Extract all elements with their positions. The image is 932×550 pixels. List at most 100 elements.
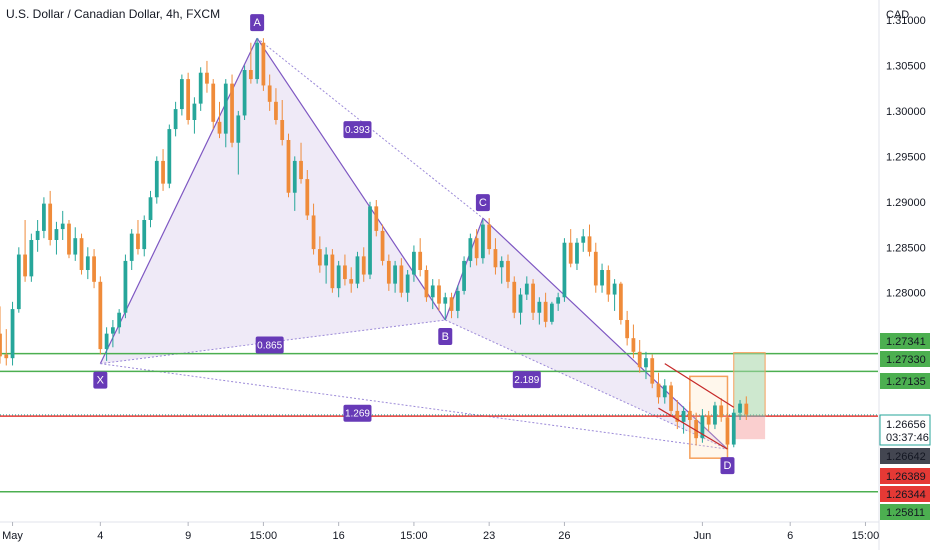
price-tag-bg <box>880 468 930 484</box>
candle-body <box>600 270 604 286</box>
price-tag[interactable]: 1.26642 <box>880 448 930 464</box>
candle-body <box>42 203 46 231</box>
candle-body <box>744 403 749 415</box>
time-axis[interactable]: May 4 9 15:00 16 15:00 23 26 Jun 6 15:00 <box>0 521 880 542</box>
candle-body <box>85 256 90 270</box>
price-tag-text: 1.26642 <box>886 451 926 463</box>
candle-body <box>669 385 673 411</box>
candle-body <box>167 129 172 184</box>
candle-body <box>117 312 122 328</box>
candle-body <box>368 206 372 275</box>
pattern-point-x[interactable]: X <box>93 371 108 389</box>
candle-body <box>518 294 523 313</box>
candle-body <box>581 236 586 243</box>
candle-body <box>274 101 278 120</box>
price-tag-bg <box>880 373 930 389</box>
price-tick-label: 1.28000 <box>886 288 926 300</box>
candle-body <box>481 224 485 259</box>
candle-body <box>550 303 554 322</box>
candle-body <box>412 251 416 275</box>
pattern-leg[interactable] <box>482 217 728 450</box>
price-tick-label: 1.31000 <box>886 15 926 27</box>
pattern-point-bg <box>93 371 108 389</box>
pattern-point-b[interactable]: B <box>438 328 453 345</box>
candle-body <box>386 260 391 284</box>
ratio-label[interactable]: 2.189 <box>512 371 541 389</box>
candle-body <box>98 281 103 350</box>
price-tag[interactable]: 1.27330 <box>880 351 930 367</box>
price-tag[interactable]: 1.27341 <box>880 333 930 349</box>
candle-body <box>60 223 65 230</box>
candle-body <box>136 233 140 250</box>
price-tag-bg <box>879 414 931 446</box>
ratio-label-text: 2.189 <box>514 375 539 386</box>
candle-body <box>493 249 498 268</box>
candle-body <box>575 242 579 264</box>
channel-line[interactable] <box>658 407 728 450</box>
candle-body <box>568 242 573 264</box>
price-tag[interactable]: 1.26344 <box>880 486 930 502</box>
time-tick-label: May <box>2 530 23 542</box>
price-tag-text: 1.25811 <box>886 507 925 519</box>
candle-body <box>449 297 454 311</box>
time-tick-label: 15:00 <box>400 530 428 542</box>
ratio-label[interactable]: 0.865 <box>255 336 284 354</box>
candle-body <box>618 283 623 320</box>
candle-body <box>524 283 529 295</box>
candle-body <box>393 265 397 284</box>
stop-zone[interactable] <box>733 416 766 440</box>
candle-body <box>468 238 473 261</box>
price-tag-text: 1.26389 <box>886 471 926 483</box>
time-tick-label: 15:00 <box>250 530 278 542</box>
candle-body <box>336 265 341 289</box>
candle-body <box>499 260 504 268</box>
price-tag[interactable]: 1.25811 <box>880 504 930 520</box>
candle-body <box>506 260 510 282</box>
candle-body <box>111 327 115 334</box>
candle-body <box>236 115 241 143</box>
candle-body <box>455 290 460 311</box>
horizontal-lines[interactable] <box>0 352 878 493</box>
price-tag-bg <box>880 504 930 520</box>
ratio-label[interactable]: 0.393 <box>343 121 372 139</box>
pattern-overlay[interactable]: 0.393 0.865 2.189 1.269 X A B C D <box>93 14 735 475</box>
candle-body <box>267 85 272 102</box>
candle-body <box>531 283 535 313</box>
candle-body <box>405 274 410 293</box>
pattern-point-d[interactable]: D <box>720 457 735 475</box>
pattern-point-bg <box>250 14 265 32</box>
candle-body <box>687 410 692 420</box>
channel-line[interactable] <box>664 363 735 408</box>
candle-body <box>361 256 366 275</box>
pattern-point-c[interactable]: C <box>475 194 490 212</box>
time-tick-label: Jun <box>694 530 712 542</box>
ratio-label-bg <box>343 121 372 139</box>
candle-body <box>142 220 147 250</box>
candle-body <box>443 297 448 304</box>
candle-body <box>731 412 736 445</box>
pattern-point-text: A <box>253 17 261 29</box>
candle-body <box>255 42 260 80</box>
candle-body <box>418 251 423 270</box>
ratio-label-bg <box>343 404 372 422</box>
candle-body <box>73 238 78 255</box>
price-axis[interactable]: CAD 1.31000 1.30500 1.30000 1.29500 1.29000 1… <box>878 0 931 550</box>
price-tick-label: 1.29000 <box>886 197 926 209</box>
pattern-point-a[interactable]: A <box>250 14 265 32</box>
price-tag-text: 1.27341 <box>886 336 926 348</box>
time-tick-label: 15:00 <box>852 530 880 542</box>
candle-body <box>399 265 404 293</box>
pattern-point-text: D <box>724 460 732 472</box>
candle-body <box>556 297 561 304</box>
price-tag[interactable]: 1.26389 <box>880 468 930 484</box>
candle-body <box>374 206 379 231</box>
candle-body <box>148 197 153 220</box>
price-tag[interactable]: 1.27135 <box>880 373 930 389</box>
pattern-point-bg <box>438 328 453 345</box>
ratio-label[interactable]: 1.269 <box>343 404 372 422</box>
candle-body <box>380 230 385 261</box>
candle-body <box>694 420 699 439</box>
